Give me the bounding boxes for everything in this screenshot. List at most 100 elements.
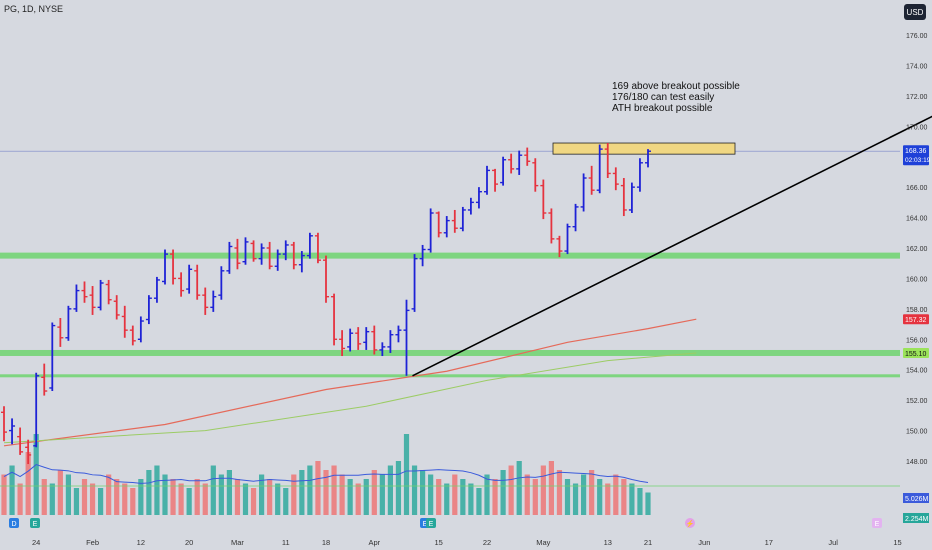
volume-bar [194, 479, 200, 515]
annotation-line-3: ATH breakout possible [612, 103, 713, 114]
ohlc-bar [226, 241, 233, 274]
volume-bar [202, 483, 208, 515]
ohlc-bar [25, 439, 32, 465]
ohlc-bar [395, 325, 402, 343]
ohlc-bar [89, 286, 96, 315]
volume-bar [460, 479, 466, 515]
ohlc-bar [347, 328, 354, 352]
time-tick-label: 11 [282, 538, 290, 547]
ohlc-bar [331, 293, 338, 346]
ohlc-bar [121, 305, 128, 338]
time-tick-label: 12 [137, 538, 145, 547]
ohlc-bar [443, 216, 450, 238]
volume-bar [556, 470, 563, 515]
ohlc-bar [427, 208, 434, 253]
volume-bar [226, 470, 232, 515]
ohlc-bar [170, 249, 177, 285]
annotation-line-1: 169 above breakout possible [612, 81, 740, 92]
ohlc-bar [242, 237, 249, 265]
ohlc-bar [250, 240, 257, 262]
volume-bar [476, 488, 482, 515]
ohlc-bar [572, 203, 579, 232]
earnings-marker-icon-label: E [429, 521, 434, 528]
ohlc-bar [234, 238, 241, 270]
volume-bar [178, 483, 184, 515]
currency-badge[interactable] [904, 4, 926, 20]
ohlc-bar [355, 327, 362, 350]
ohlc-bar [137, 316, 144, 343]
support-zone [0, 349, 900, 356]
ohlc-bar [371, 325, 378, 355]
ohlc-bar [604, 143, 611, 179]
chart-title: PG, 1D, NYSE [4, 4, 63, 14]
flash-icon[interactable]: ⚡ [685, 518, 695, 528]
ohlc-bar [492, 168, 499, 192]
volume-bar [347, 479, 353, 515]
dividend-marker-icon[interactable]: D [9, 518, 19, 528]
earnings-marker-icon[interactable]: E [30, 518, 40, 528]
price-tick-label: 166.00 [906, 185, 928, 192]
volume-bar [564, 479, 571, 515]
future-earnings-marker-icon[interactable]: E [872, 518, 882, 528]
volume-bar [154, 465, 160, 515]
volume-bar [234, 479, 241, 515]
ohlc-bar [65, 305, 72, 341]
ohlc-bar [129, 325, 136, 346]
ohlc-bar [419, 244, 426, 267]
volume-bar [323, 470, 329, 515]
volume-bar [572, 483, 579, 515]
volume-bar [138, 479, 144, 515]
ohlc-bar [105, 279, 112, 305]
earnings-marker-icon-label: E [33, 521, 38, 528]
ohlc-bar [588, 165, 595, 195]
earnings-marker-icon[interactable]: E [426, 518, 436, 528]
ohlc-bar [459, 206, 466, 232]
volume-bar [363, 479, 369, 515]
volume-bar [468, 483, 474, 515]
price-tick-label: 148.00 [906, 459, 928, 466]
ohlc-bar [451, 209, 458, 233]
ohlc-bar [33, 372, 40, 448]
volume-bar [355, 483, 361, 515]
resistance-zone[interactable] [552, 142, 736, 155]
price-tick-label: 162.00 [906, 246, 928, 253]
price-tick-label: 160.00 [906, 276, 928, 283]
ohlc-bar [524, 147, 531, 166]
volume-bar [428, 474, 434, 515]
price-axis[interactable]: 148.00 150.00 152.00 154.00 156.00 158.00 160.… [903, 33, 931, 523]
volume-bar [403, 434, 410, 515]
price-tick-label: 158.00 [906, 307, 928, 314]
ohlc-bar [258, 243, 265, 265]
volume-bar [57, 470, 63, 515]
ohlc-bar [145, 295, 152, 325]
volume-bar [645, 492, 651, 515]
dividend-marker-icon-label: D [11, 521, 16, 528]
time-tick-label: 13 [604, 538, 612, 547]
volume-bar [395, 461, 402, 515]
ohlc-bar [306, 232, 313, 259]
volume-bar [122, 483, 128, 515]
trendline[interactable] [412, 62, 932, 377]
time-tick-label: 17 [765, 538, 773, 547]
annotation-line-2: 176/180 can test easily [612, 92, 714, 103]
volume-bar [250, 488, 257, 515]
plot-layer [0, 62, 932, 515]
time-tick-label: 18 [322, 538, 330, 547]
volume-bar [275, 483, 281, 515]
volume-bar [540, 465, 546, 515]
time-axis[interactable]: D E E E E⚡24 Feb 12 20 Mar 11 18 Apr 15 22 May 13 21 Jun 1… [0, 518, 932, 550]
volume-bar [283, 488, 289, 515]
ohlc-bar [411, 254, 418, 312]
time-tick-label: May [536, 538, 550, 547]
sma-fast-tag-bg [903, 314, 929, 325]
sma-fast-tag: 157.32 [905, 317, 927, 324]
price-tick-label: 174.00 [906, 63, 928, 70]
last-price-tag-bg [903, 145, 929, 166]
volume-bar [621, 479, 627, 515]
volume-bar [605, 483, 611, 515]
ohlc-bar [1, 406, 7, 442]
volume-tag-bg [903, 493, 929, 503]
